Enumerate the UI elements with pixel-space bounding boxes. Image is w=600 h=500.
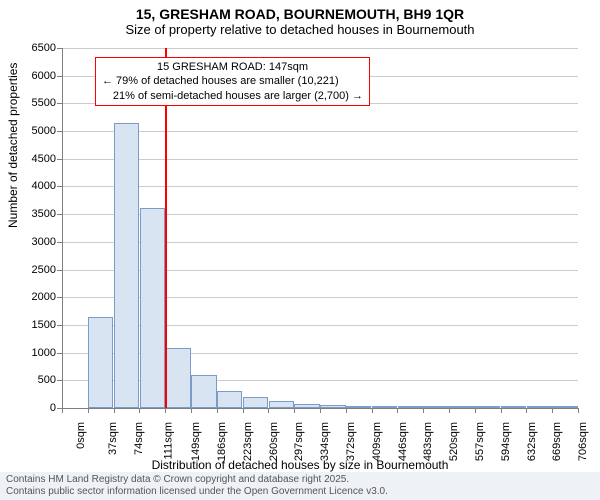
x-axis-title: Distribution of detached houses by size … bbox=[0, 458, 600, 472]
histogram-bar bbox=[269, 401, 294, 408]
histogram-bar bbox=[217, 391, 242, 408]
x-tick-label: 446sqm bbox=[397, 422, 409, 461]
x-tick-label: 557sqm bbox=[474, 422, 486, 461]
y-tick-label: 6000 bbox=[32, 70, 56, 82]
subtitle: Size of property relative to detached ho… bbox=[0, 22, 600, 37]
x-tick-label: 520sqm bbox=[448, 422, 460, 461]
histogram-bar bbox=[88, 317, 113, 408]
y-tick-label: 5000 bbox=[32, 125, 56, 137]
y-tick-label: 1500 bbox=[32, 319, 56, 331]
grid-line bbox=[62, 131, 578, 132]
histogram-bar bbox=[114, 123, 139, 408]
histogram-bar bbox=[165, 348, 190, 408]
footer-line-2: Contains public sector information licen… bbox=[6, 486, 594, 498]
x-tick-label: 372sqm bbox=[345, 422, 357, 461]
main-title: 15, GRESHAM ROAD, BOURNEMOUTH, BH9 1QR bbox=[0, 6, 600, 22]
footer: Contains HM Land Registry data © Crown c… bbox=[0, 472, 600, 500]
y-tick-label: 500 bbox=[38, 374, 56, 386]
y-axis-title: Number of detached properties bbox=[6, 63, 20, 228]
x-tick-label: 669sqm bbox=[552, 422, 564, 461]
x-tick-label: 409sqm bbox=[371, 422, 383, 461]
grid-line bbox=[62, 48, 578, 49]
y-tick-label: 3000 bbox=[32, 236, 56, 248]
x-tick-label: 0sqm bbox=[75, 422, 87, 449]
histogram-bar bbox=[140, 208, 165, 408]
chart-header: 15, GRESHAM ROAD, BOURNEMOUTH, BH9 1QR S… bbox=[0, 0, 600, 37]
plot-region: 0500100015002000250030003500400045005000… bbox=[62, 48, 578, 408]
footer-line-1: Contains HM Land Registry data © Crown c… bbox=[6, 474, 594, 486]
annotation-line: 21% of semi-detached houses are larger (… bbox=[102, 89, 363, 103]
y-tick-label: 2500 bbox=[32, 264, 56, 276]
y-axis-line bbox=[62, 48, 63, 408]
y-tick-label: 4500 bbox=[32, 153, 56, 165]
x-tick-label: 186sqm bbox=[216, 422, 228, 461]
x-axis-line bbox=[62, 408, 578, 409]
annotation-line: 15 GRESHAM ROAD: 147sqm bbox=[102, 60, 363, 74]
histogram-bar bbox=[243, 397, 268, 408]
y-tick-label: 0 bbox=[50, 402, 56, 414]
x-tick-label: 594sqm bbox=[500, 422, 512, 461]
x-tick-label: 483sqm bbox=[423, 422, 435, 461]
y-tick-label: 3500 bbox=[32, 208, 56, 220]
grid-line bbox=[62, 186, 578, 187]
x-tick-label: 149sqm bbox=[190, 422, 202, 461]
x-tick-label: 74sqm bbox=[133, 422, 145, 455]
x-tick-label: 260sqm bbox=[268, 422, 280, 461]
x-tick-label: 223sqm bbox=[242, 422, 254, 461]
y-tick-label: 5500 bbox=[32, 97, 56, 109]
annotation-box: 15 GRESHAM ROAD: 147sqm← 79% of detached… bbox=[95, 57, 370, 106]
y-tick-label: 6500 bbox=[32, 42, 56, 54]
x-tick-label: 37sqm bbox=[107, 422, 119, 455]
x-tick-label: 297sqm bbox=[294, 422, 306, 461]
annotation-line: ← 79% of detached houses are smaller (10… bbox=[102, 74, 363, 88]
histogram-bar bbox=[191, 375, 216, 408]
x-tick-label: 632sqm bbox=[526, 422, 538, 461]
x-tick-label: 334sqm bbox=[319, 422, 331, 461]
y-tick-label: 4000 bbox=[32, 180, 56, 192]
y-tick-label: 2000 bbox=[32, 291, 56, 303]
chart-area: 0500100015002000250030003500400045005000… bbox=[62, 48, 578, 408]
y-tick-label: 1000 bbox=[32, 347, 56, 359]
x-tick-label: 111sqm bbox=[163, 422, 175, 460]
grid-line bbox=[62, 159, 578, 160]
x-tick-label: 706sqm bbox=[577, 422, 589, 461]
x-tick-mark bbox=[578, 408, 579, 413]
